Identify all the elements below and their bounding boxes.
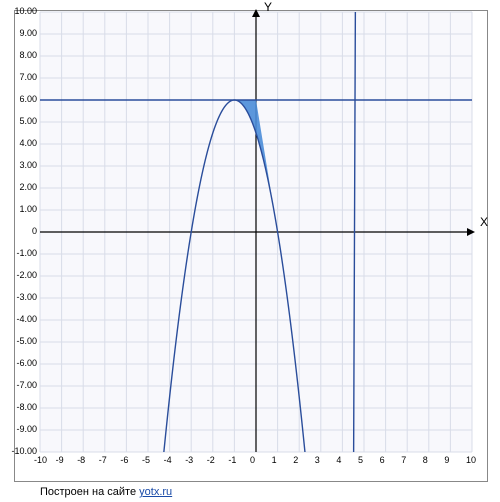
y-tick-label: 3.00 <box>19 160 37 170</box>
y-tick-label: -3.00 <box>16 292 37 302</box>
x-tick-label: -10 <box>34 455 47 465</box>
credit-prefix: Построен на сайте <box>40 486 139 498</box>
x-tick-label: 10 <box>466 455 476 465</box>
x-tick-label: -6 <box>120 455 128 465</box>
y-tick-label: -7.00 <box>16 380 37 390</box>
x-tick-label: 7 <box>401 455 406 465</box>
credit-link[interactable]: yotx.ru <box>139 486 172 498</box>
y-tick-label: -4.00 <box>16 314 37 324</box>
y-tick-label: 8.00 <box>19 50 37 60</box>
y-tick-label: 7.00 <box>19 72 37 82</box>
y-tick-label: -6.00 <box>16 358 37 368</box>
y-tick-label: 0 <box>32 226 37 236</box>
x-tick-label: -4 <box>164 455 172 465</box>
x-tick-label: 6 <box>380 455 385 465</box>
x-tick-label: -5 <box>142 455 150 465</box>
y-tick-label: 1.00 <box>19 204 37 214</box>
y-tick-label: -10.00 <box>11 446 37 456</box>
x-tick-label: -7 <box>99 455 107 465</box>
x-tick-label: 3 <box>315 455 320 465</box>
x-tick-label: -9 <box>56 455 64 465</box>
y-tick-label: -2.00 <box>16 270 37 280</box>
y-tick-label: -9.00 <box>16 424 37 434</box>
y-tick-label: 10.00 <box>14 6 37 16</box>
chart-container: XY -10-9-8-7-6-5-4-3-2-1012345678910-10.… <box>0 0 500 502</box>
x-tick-label: -2 <box>207 455 215 465</box>
credit-line: Построен на сайте yotx.ru <box>40 486 172 498</box>
x-tick-label: -1 <box>228 455 236 465</box>
x-tick-label: -3 <box>185 455 193 465</box>
x-tick-label: 1 <box>272 455 277 465</box>
y-tick-label: 5.00 <box>19 116 37 126</box>
svg-text:Y: Y <box>264 0 272 14</box>
svg-text:X: X <box>480 215 488 229</box>
y-tick-label: 9.00 <box>19 28 37 38</box>
x-tick-label: -8 <box>77 455 85 465</box>
x-tick-label: 8 <box>423 455 428 465</box>
chart-svg: XY <box>0 0 500 502</box>
x-tick-label: 4 <box>336 455 341 465</box>
x-tick-label: 0 <box>250 455 255 465</box>
x-tick-label: 2 <box>293 455 298 465</box>
y-tick-label: 4.00 <box>19 138 37 148</box>
y-tick-label: 6.00 <box>19 94 37 104</box>
y-tick-label: 2.00 <box>19 182 37 192</box>
y-tick-label: -1.00 <box>16 248 37 258</box>
y-tick-label: -8.00 <box>16 402 37 412</box>
x-tick-label: 9 <box>444 455 449 465</box>
x-tick-label: 5 <box>358 455 363 465</box>
y-tick-label: -5.00 <box>16 336 37 346</box>
